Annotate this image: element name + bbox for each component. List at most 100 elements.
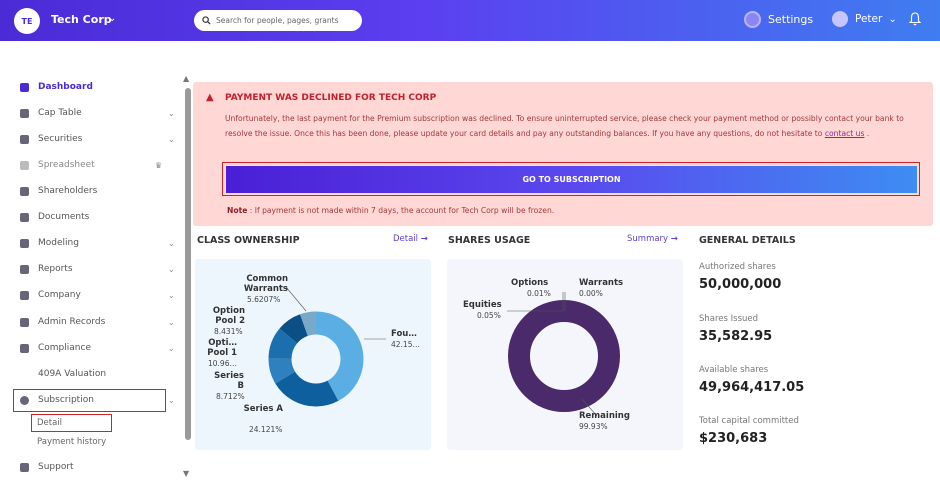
label-series-a: Series A (243, 404, 283, 414)
pct-option-pool-1: 10.96… (208, 359, 237, 368)
pct-series-a: 24.121% (249, 425, 283, 434)
detail-link[interactable]: Detail → (393, 234, 428, 244)
scrollbar-thumb[interactable] (185, 88, 191, 440)
sidebar-item-label: Securities (38, 134, 83, 144)
pct-founders: 42.15… (391, 340, 420, 349)
securities-icon (20, 134, 29, 144)
sidebar-item-label: Documents (38, 212, 90, 222)
sidebar-item-label: Subscription (38, 395, 94, 405)
authorized-shares-label: Authorized shares (699, 262, 776, 272)
slice-series-a[interactable] (268, 311, 364, 407)
sidebar-item-shareholders[interactable]: Shareholders (0, 181, 180, 201)
pct-series-b: 8.712% (216, 392, 245, 401)
shares-usage-chart: Options 0.01% Warrants 0.00% Equities 0.… (447, 259, 683, 450)
company-avatar[interactable]: TE (14, 8, 40, 34)
alert-note: Note : If payment is not made within 7 d… (227, 206, 554, 215)
sidebar-item-spreadsheet[interactable]: Spreadsheet ♛ (0, 155, 180, 175)
chevron-down-icon: ⌄ (888, 13, 897, 25)
alert-message: Unfortunately, the last payment for the … (225, 111, 925, 141)
crown-icon: ♛ (155, 160, 163, 170)
support-icon (20, 462, 29, 472)
sidebar-item-label: Spreadsheet (38, 160, 95, 170)
alert-message-end: . (864, 129, 870, 138)
sidebar-item-dashboard[interactable]: Dashboard (0, 77, 180, 97)
highlight-frame (31, 414, 112, 432)
chevron-down-icon: ⌄ (168, 264, 175, 274)
pct-option-pool-2: 8.431% (214, 327, 243, 336)
shareholders-icon (20, 186, 29, 196)
documents-icon (20, 212, 29, 222)
sidebar-item-label: Company (38, 290, 81, 300)
shares-usage-title: SHARES USAGE (448, 235, 531, 246)
sidebar-item-subscription[interactable]: Subscription ⌄ (0, 390, 180, 410)
go-to-subscription-button[interactable]: GO TO SUBSCRIPTION (226, 166, 917, 193)
sidebar-item-cap-table[interactable]: Cap Table ⌄ (0, 103, 180, 123)
pct-common-warrants: 5.6207% (247, 295, 281, 304)
total-capital-value: $230,683 (699, 431, 768, 446)
company-name[interactable]: Tech Corp (51, 13, 112, 26)
sidebar-subitem-payment-history[interactable]: Payment history (37, 437, 107, 447)
warning-icon: ▲ (206, 92, 214, 103)
highlight-frame (13, 389, 166, 412)
class-ownership-title: CLASS OWNERSHIP (197, 235, 300, 246)
user-avatar-icon (832, 11, 848, 27)
search-icon (202, 16, 211, 25)
label-founders: Fou… (391, 329, 417, 339)
search-input[interactable]: Search for people, pages, grants (194, 10, 362, 31)
user-menu[interactable]: Peter ⌄ (832, 11, 897, 27)
class-ownership-chart: Common Warrants 5.6207% Option Pool 2 8.… (195, 259, 431, 450)
summary-link-label: Summary (627, 234, 669, 244)
pct-equities: 0.05% (477, 311, 501, 320)
sidebar-subitem-detail[interactable]: Detail (37, 418, 63, 428)
chevron-down-icon: ⌄ (168, 290, 175, 300)
label-equities: Equities (463, 300, 502, 310)
scroll-down-arrow[interactable]: ▼ (183, 469, 190, 478)
pct-options: 0.01% (527, 289, 551, 298)
top-bar: TE Tech Corp ⌄ Search for people, pages,… (0, 0, 940, 41)
available-shares-label: Available shares (699, 365, 769, 375)
sidebar-item-compliance[interactable]: Compliance ⌄ (0, 338, 180, 358)
sidebar-item-reports[interactable]: Reports ⌄ (0, 259, 180, 279)
alert-title: PAYMENT WAS DECLINED FOR TECH CORP (225, 93, 437, 103)
search-placeholder: Search for people, pages, grants (216, 16, 339, 25)
sidebar-item-409a-valuation[interactable]: 409A Valuation (0, 364, 180, 384)
summary-link[interactable]: Summary → (627, 234, 678, 244)
settings-label: Settings (768, 13, 814, 26)
chevron-down-icon[interactable]: ⌄ (108, 13, 117, 24)
settings-button[interactable]: Settings (744, 11, 813, 28)
highlight-frame (222, 162, 920, 196)
sidebar-item-securities[interactable]: Securities ⌄ (0, 129, 180, 149)
label-common-warrants: Common Warrants (243, 274, 288, 294)
sidebar-item-support[interactable]: Support (0, 457, 180, 477)
lightbulb-icon (20, 238, 29, 248)
pct-remaining: 99.93% (579, 422, 608, 431)
label-warrants: Warrants (579, 278, 624, 288)
gear-icon (744, 11, 761, 28)
cap-table-icon (20, 108, 29, 118)
slice-remaining[interactable] (508, 300, 620, 412)
sidebar-item-company[interactable]: Company ⌄ (0, 285, 180, 305)
subscription-icon (20, 395, 29, 405)
sidebar-item-label: Cap Table (38, 108, 82, 118)
spreadsheet-icon (20, 160, 29, 170)
sidebar-item-documents[interactable]: Documents (0, 207, 180, 227)
authorized-shares-value: 50,000,000 (699, 277, 782, 292)
sidebar-item-modeling[interactable]: Modeling ⌄ (0, 233, 180, 253)
available-shares-value: 49,964,417.05 (699, 380, 805, 395)
total-capital-label: Total capital committed (699, 416, 799, 426)
contact-us-link[interactable]: contact us (824, 129, 865, 138)
slice-common-warrants[interactable] (268, 311, 364, 407)
arrow-right-icon: → (420, 234, 428, 244)
shield-icon (20, 343, 29, 353)
label-series-b: Series B (214, 371, 244, 391)
slice-series-b[interactable] (268, 311, 364, 407)
sidebar-item-admin-records[interactable]: Admin Records ⌄ (0, 312, 180, 332)
scroll-up-arrow[interactable]: ▲ (183, 74, 190, 83)
chevron-down-icon: ⌄ (168, 134, 175, 144)
chevron-down-icon: ⌄ (168, 317, 175, 327)
sidebar-item-label: 409A Valuation (38, 369, 107, 379)
bell-icon[interactable] (909, 12, 921, 26)
admin-records-icon (20, 317, 29, 327)
label-options: Options (511, 278, 549, 288)
user-name: Peter (855, 13, 883, 25)
